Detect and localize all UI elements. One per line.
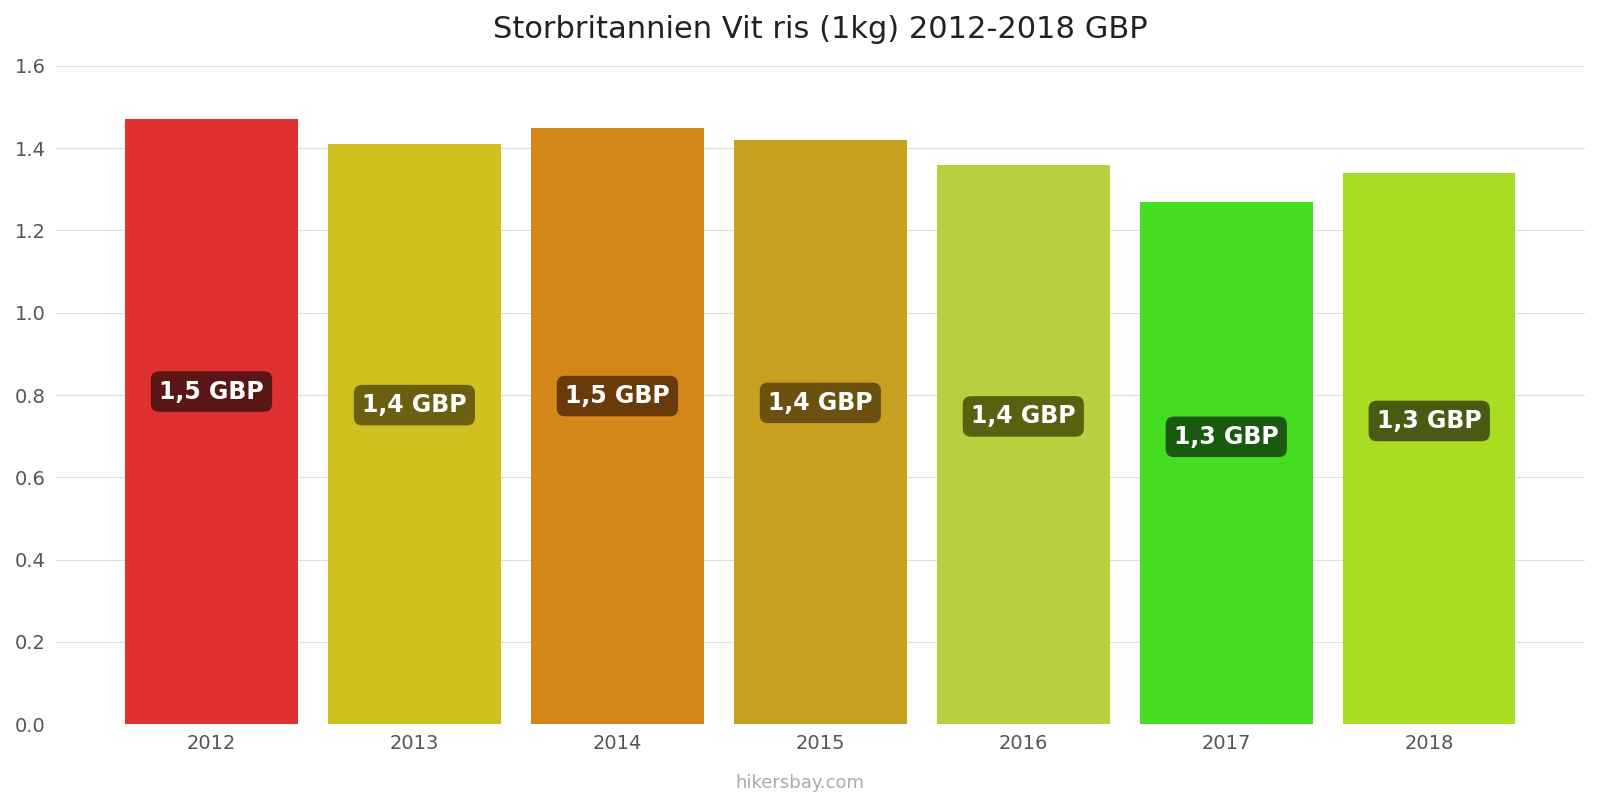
Text: 1,3 GBP: 1,3 GBP (1378, 409, 1482, 433)
Title: Storbritannien Vit ris (1kg) 2012-2018 GBP: Storbritannien Vit ris (1kg) 2012-2018 G… (493, 15, 1147, 44)
Text: 1,5 GBP: 1,5 GBP (158, 379, 264, 403)
Bar (1141, 202, 1312, 724)
Text: hikersbay.com: hikersbay.com (736, 774, 864, 792)
Text: 1,3 GBP: 1,3 GBP (1174, 425, 1278, 449)
Text: 1,5 GBP: 1,5 GBP (565, 384, 670, 408)
Text: 1,4 GBP: 1,4 GBP (768, 391, 872, 415)
Bar (328, 144, 501, 724)
Bar (125, 119, 298, 724)
Text: 1,4 GBP: 1,4 GBP (362, 393, 467, 417)
Bar (938, 165, 1109, 724)
Bar (531, 127, 704, 724)
Bar (734, 140, 907, 724)
Text: 1,4 GBP: 1,4 GBP (971, 405, 1075, 429)
Bar (1342, 173, 1515, 724)
